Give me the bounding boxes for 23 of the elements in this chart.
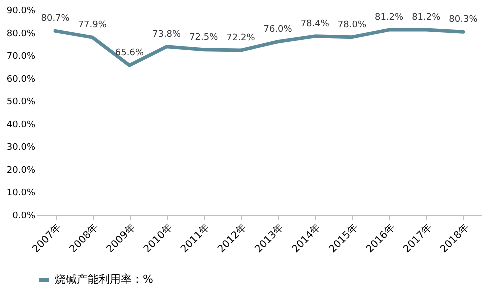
y-tick-label: 20.0% bbox=[6, 166, 36, 176]
y-tick-label: 50.0% bbox=[6, 98, 36, 108]
y-tick-label: 60.0% bbox=[6, 74, 36, 85]
data-label: 81.2% bbox=[412, 13, 442, 24]
data-label: 80.3% bbox=[449, 15, 478, 26]
data-label: 73.8% bbox=[152, 30, 182, 40]
data-label: 78.0% bbox=[338, 20, 367, 30]
data-label: 76.0% bbox=[264, 24, 293, 35]
legend-label: 烧碱产能利用率：% bbox=[55, 273, 154, 286]
y-tick-label: 70.0% bbox=[6, 52, 36, 62]
y-tick-label: 0.0% bbox=[12, 212, 36, 222]
y-tick-label: 10.0% bbox=[6, 188, 36, 199]
data-label: 72.2% bbox=[226, 34, 256, 44]
data-label: 80.7% bbox=[41, 14, 70, 24]
y-tick-label: 30.0% bbox=[6, 143, 36, 154]
y-tick-label: 90.0% bbox=[6, 6, 36, 16]
y-tick-label: 80.0% bbox=[6, 29, 36, 40]
data-label: 72.5% bbox=[190, 32, 219, 43]
data-label: 81.2% bbox=[374, 13, 404, 24]
data-label: 78.4% bbox=[300, 19, 330, 30]
data-label: 65.6% bbox=[115, 48, 144, 59]
y-tick-label: 40.0% bbox=[6, 120, 36, 130]
data-label: 77.9% bbox=[78, 20, 108, 31]
